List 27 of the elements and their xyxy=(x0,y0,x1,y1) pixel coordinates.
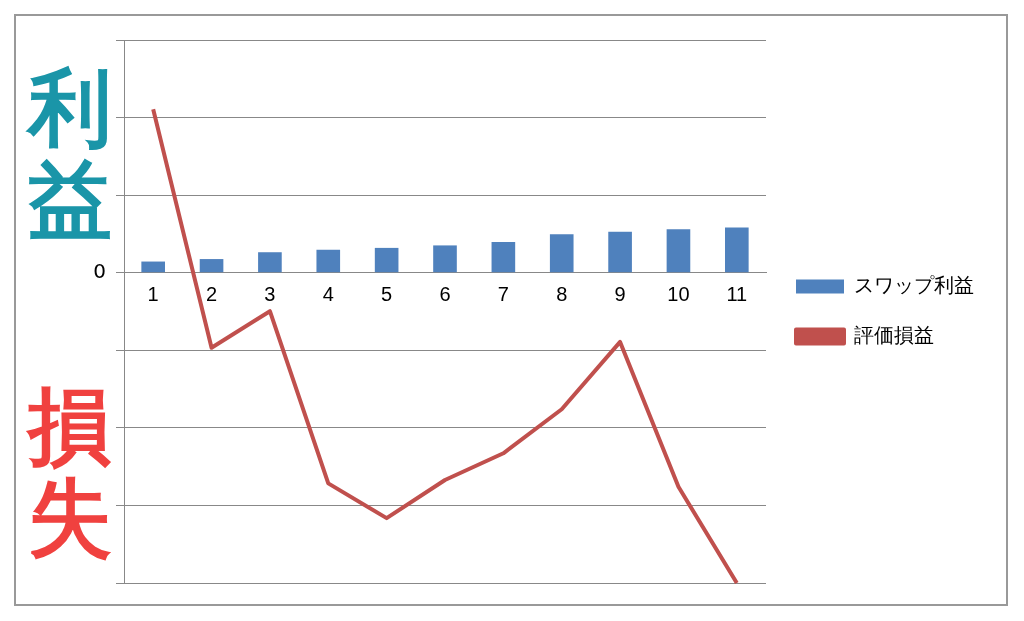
text: 損失 xyxy=(25,377,113,567)
bar xyxy=(666,229,691,273)
text: 0 xyxy=(93,258,106,283)
bar xyxy=(374,247,399,273)
x-tick-label: 3 xyxy=(264,283,276,306)
x-tick-label: 8 xyxy=(556,283,568,306)
bar xyxy=(491,242,516,273)
bar xyxy=(258,252,282,273)
legend-label: 評価損益 xyxy=(854,322,934,347)
x-tick-label: 9 xyxy=(614,283,626,306)
bar xyxy=(199,259,224,273)
x-tick-label: 2 xyxy=(205,283,218,306)
x-tick-label: 6 xyxy=(439,283,451,306)
bar xyxy=(725,227,749,273)
bar xyxy=(141,261,165,273)
x-tick-label: 10 xyxy=(667,283,690,306)
bar xyxy=(316,249,341,273)
bar xyxy=(549,234,574,273)
legend-label: スワップ利益 xyxy=(854,272,974,297)
bar xyxy=(433,245,457,273)
x-tick-label: 7 xyxy=(497,283,509,306)
x-tick-label: 1 xyxy=(147,283,159,306)
text: 利益 xyxy=(24,59,113,249)
x-tick-label: 4 xyxy=(322,283,334,306)
x-tick-label: 5 xyxy=(381,283,393,306)
x-tick-label: 11 xyxy=(726,283,748,306)
bar xyxy=(608,231,632,273)
